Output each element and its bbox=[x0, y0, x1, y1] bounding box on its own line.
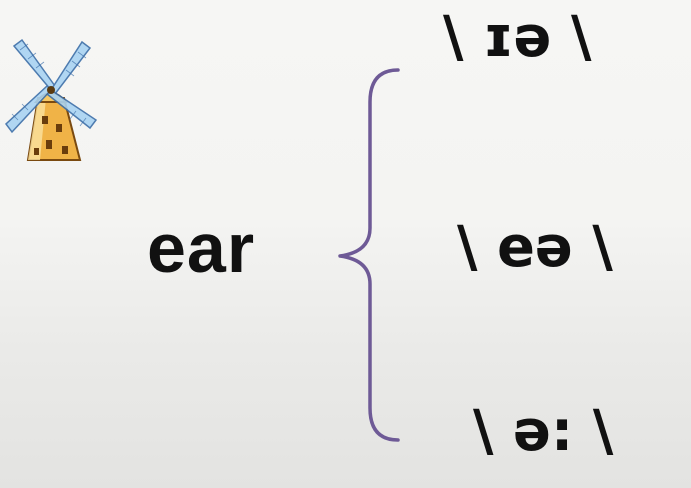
windmill-icon bbox=[4, 38, 98, 161]
pronunciation-1: \ ɪə \ bbox=[443, 5, 592, 70]
main-word: ear bbox=[147, 209, 256, 287]
pronunciation-3: \ ə: \ bbox=[473, 399, 614, 464]
curly-brace bbox=[338, 68, 400, 442]
pronunciation-2: \ eə \ bbox=[457, 215, 613, 280]
